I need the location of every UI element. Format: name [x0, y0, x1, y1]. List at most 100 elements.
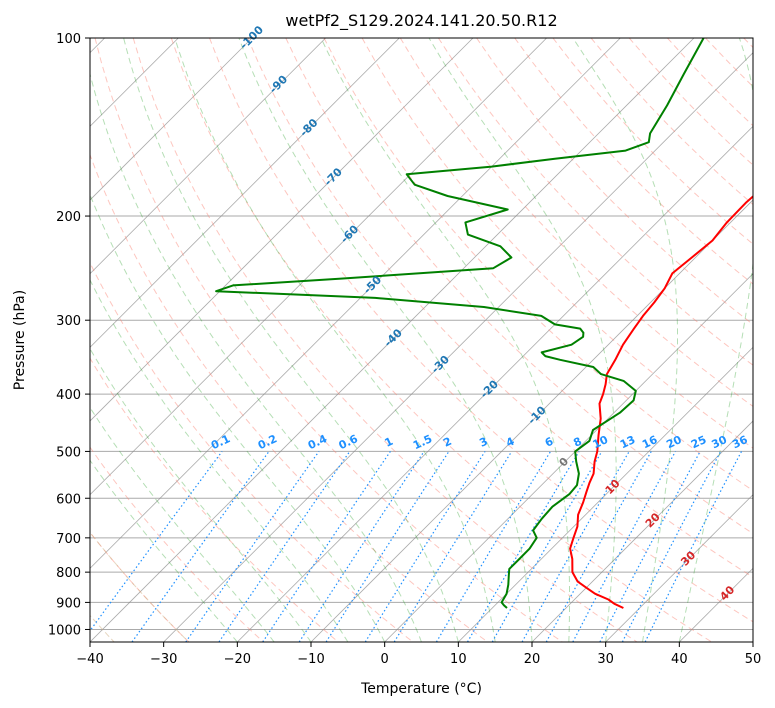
background-lines — [90, 38, 753, 642]
isotherm-label: -80 — [297, 116, 320, 139]
moist-adiabat-line — [90, 72, 422, 642]
y-tick-label: 1000 — [48, 623, 81, 638]
moist-adiabat-line — [90, 347, 312, 642]
mixing-ratio-label: 3 — [477, 435, 489, 450]
x-tick-label: 0 — [381, 652, 389, 667]
isotherm-line — [90, 38, 326, 275]
mixing-ratio-line — [131, 451, 270, 642]
mixing-ratio-line — [435, 451, 552, 642]
mixing-ratio-label: 25 — [689, 433, 708, 451]
x-tick-label: 50 — [745, 652, 762, 667]
dry-adiabat-line — [209, 38, 753, 623]
dry-adiabat-line — [552, 38, 753, 245]
dry-adiabat-line — [437, 38, 753, 366]
dry-adiabat-line — [667, 38, 753, 127]
isotherm-label: 30 — [678, 548, 698, 568]
mixing-ratio-line — [545, 451, 652, 642]
mixing-ratio-label: 30 — [710, 433, 730, 451]
mixing-ratio-line — [298, 451, 425, 642]
moist-adiabat-line — [238, 38, 533, 642]
dry-adiabat-line — [590, 38, 753, 206]
mixing-ratio-line — [466, 451, 580, 642]
chart-title: wetPf2_S129.2024.141.20.50.R12 — [285, 11, 557, 31]
mixing-ratio-line — [262, 451, 391, 642]
y-tick-label: 800 — [56, 566, 81, 581]
isotherm-label: 40 — [717, 583, 737, 603]
dry-adiabat-line — [94, 38, 563, 642]
moist-adiabat-line — [174, 38, 496, 642]
mixing-ratio-label: 0.1 — [209, 432, 232, 452]
isotherm-line — [237, 125, 753, 642]
isotherm-line — [90, 38, 474, 422]
isotherm-line — [90, 38, 253, 201]
dry-adiabat-line — [90, 446, 264, 642]
x-tick-label: 30 — [597, 652, 614, 667]
x-tick-label: −20 — [224, 652, 251, 667]
isotherm-label: -20 — [478, 377, 501, 400]
isotherm-label: -10 — [525, 403, 548, 426]
mixing-ratio-label: 13 — [618, 433, 637, 451]
moist-adiabat-line — [320, 38, 570, 642]
plot-frame — [89, 37, 754, 643]
moist-adiabat-line — [90, 459, 238, 642]
x-axis-label: Temperature (°C) — [360, 681, 482, 697]
mixing-ratio-line — [572, 451, 677, 642]
moist-adiabat-line — [123, 38, 459, 642]
mixing-ratio-line — [325, 451, 450, 642]
x-tick-label: −10 — [297, 652, 324, 667]
dry-adiabat-line — [705, 38, 753, 88]
y-tick-label: 600 — [56, 492, 81, 507]
mixing-ratio-line — [621, 451, 722, 642]
mixing-ratio-line — [218, 451, 351, 642]
y-tick-label: 900 — [56, 596, 81, 611]
isotherm-line — [90, 38, 547, 496]
dry-adiabat-line — [170, 38, 712, 642]
isotherm-line — [752, 641, 753, 642]
dry-adiabat-line — [90, 261, 414, 642]
dry-adiabat-line — [90, 357, 339, 642]
dry-adiabat-line — [247, 38, 753, 578]
moist-adiabat-line — [678, 38, 753, 642]
mixing-ratio-line — [521, 451, 630, 642]
moist-adiabat-line — [90, 278, 349, 642]
dry-adiabat-line — [743, 38, 753, 49]
y-tick-label: 300 — [56, 314, 81, 329]
x-tick-label: 40 — [671, 652, 688, 667]
moist-adiabat-line — [90, 193, 386, 642]
isotherm-label: 10 — [603, 477, 623, 497]
x-tick-label: 20 — [524, 652, 541, 667]
isotherm-line — [458, 346, 753, 642]
isotherm-label: -60 — [338, 222, 361, 245]
temperature-profile-line — [569, 195, 753, 609]
isotherm-line — [605, 494, 753, 642]
isotherm-line — [90, 38, 400, 348]
y-tick-label: 400 — [56, 388, 81, 403]
y-tick-label: 200 — [56, 210, 81, 225]
dewpoint-profile-line — [215, 38, 705, 609]
mixing-ratio-line — [644, 451, 743, 642]
mixing-ratio-line — [90, 451, 223, 632]
y-tick-label: 100 — [56, 32, 81, 47]
isotherm-label: -90 — [267, 73, 290, 96]
isotherm-label: -30 — [429, 353, 452, 376]
isotherm-line — [90, 38, 695, 642]
moist-adiabat-line — [90, 406, 275, 642]
x-tick-label: −30 — [150, 652, 177, 667]
mixing-ratio-line — [364, 451, 486, 642]
y-tick-label: 500 — [56, 445, 81, 460]
dry-adiabat-line — [285, 38, 753, 535]
line-labels: 0.1 0.2 0.4 0.6 1 1.5 2 3 4 6 8 10 13 16 20 25 30 36-100-… — [209, 23, 750, 603]
x-tick-label: −40 — [76, 652, 103, 667]
isotherm-line — [531, 420, 753, 642]
y-axis-label: Pressure (hPa) — [12, 290, 28, 390]
mixing-ratio-label: 16 — [640, 433, 660, 451]
x-tick-label: 10 — [450, 652, 467, 667]
isotherm-line — [310, 199, 753, 642]
isotherm-line — [90, 38, 621, 569]
dry-adiabat-line — [476, 38, 753, 326]
mixing-ratio-label: 10 — [591, 433, 611, 451]
dry-adiabat-line — [323, 38, 753, 492]
mixing-ratio-line — [185, 451, 320, 642]
isotherm-line — [384, 273, 753, 642]
